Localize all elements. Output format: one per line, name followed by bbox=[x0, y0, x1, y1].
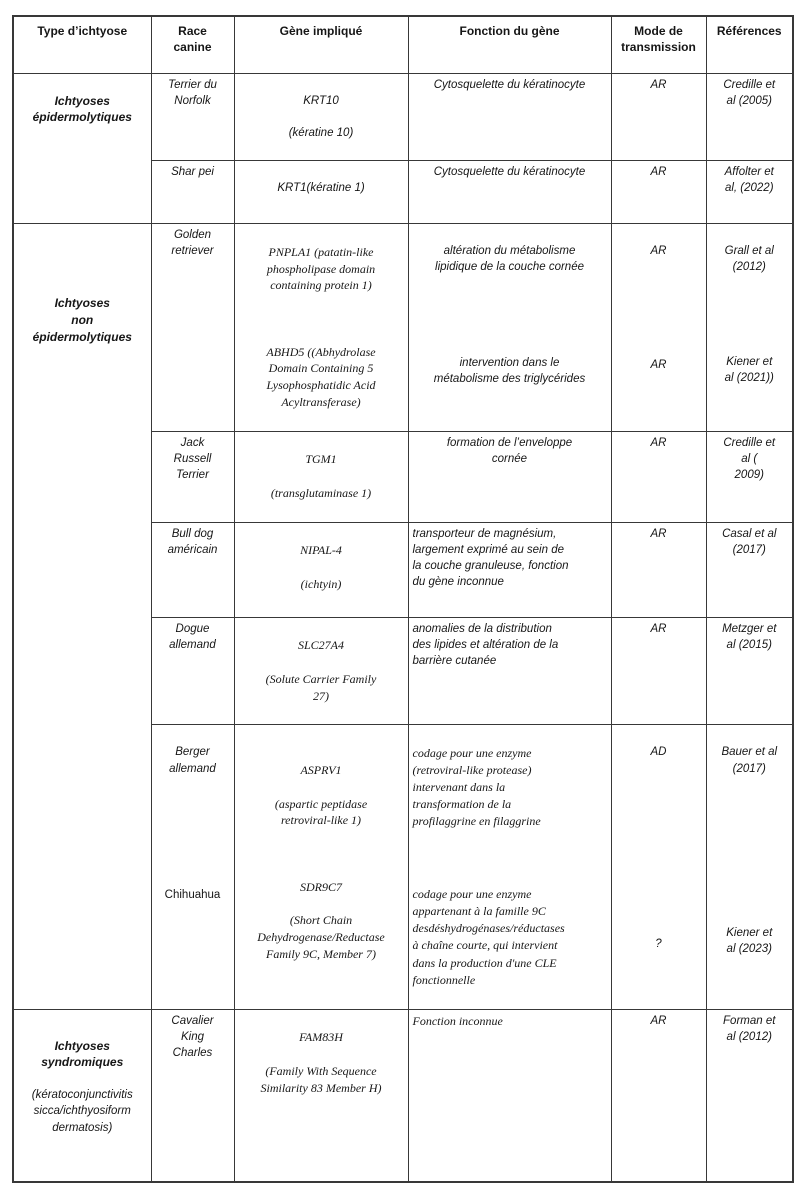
table-row-cavalier: Ichtyoses syndromiques (kératoconjunctiv… bbox=[12, 1008, 794, 1183]
ref-pnpla1: Grall et al (2012) bbox=[724, 245, 774, 274]
ref-cell: Affolter et al, (2022) bbox=[705, 159, 794, 224]
function-cell: Cytosquelette du kératinocyte bbox=[407, 159, 612, 224]
ref-berger: Bauer et al (2017) bbox=[721, 746, 778, 775]
gene-cell: FAM83H (Family With Sequence Similarity … bbox=[233, 1008, 409, 1183]
gene-name: TGM1 bbox=[305, 452, 337, 467]
mode-chihuahua: ? bbox=[655, 937, 662, 950]
gene-cell: ASPRV1 (aspartic peptidase retroviral-li… bbox=[233, 724, 409, 1010]
function-cell: altération du métabolisme lipidique de l… bbox=[407, 222, 612, 432]
function-cell: Cytosquelette du kératinocyte bbox=[407, 72, 612, 161]
mode-cell: AR bbox=[610, 430, 707, 523]
section-cell-non-epidermolytic: Ichtyoses non épidermolytiques bbox=[12, 222, 152, 1010]
header-row: Type d’ichtyose Race canine Gène impliqu… bbox=[12, 15, 794, 74]
section-cell-epidermolytic: Ichtyoses épidermolytiques bbox=[12, 72, 152, 224]
race-cell: Bull dog américain bbox=[150, 521, 235, 618]
ichthyosis-genetics-table: Type d’ichtyose Race canine Gène impliqu… bbox=[12, 15, 794, 1183]
function-cell: anomalies de la distribution des lipides… bbox=[407, 616, 612, 726]
gene-name: ASPRV1 bbox=[300, 762, 342, 777]
header-function: Fonction du gène bbox=[407, 15, 612, 74]
race-cell: Dogue allemand bbox=[150, 616, 235, 726]
race-cell: Berger allemand Chihuahua bbox=[150, 724, 235, 1010]
function-cell: formation de l’enveloppe cornée bbox=[407, 430, 612, 523]
race-cell: Jack Russell Terrier bbox=[150, 430, 235, 523]
header-race: Race canine bbox=[150, 15, 235, 74]
function-cell: transporteur de magnésium, largement exp… bbox=[407, 521, 612, 618]
gene-cell: SLC27A4 (Solute Carrier Family 27) bbox=[233, 616, 409, 726]
section-label: Ichtyoses non épidermolytiques bbox=[32, 296, 132, 344]
ref-chihuahua: Kiener et al (2023) bbox=[726, 926, 773, 955]
gene-name: NIPAL-4 bbox=[300, 543, 342, 558]
function-pnpla1: altération du métabolisme lipidique de l… bbox=[435, 245, 584, 274]
mode-cell: AR bbox=[610, 616, 707, 726]
gene-desc: (kératine 10) bbox=[288, 126, 354, 139]
gene-name-abhd5: ABHD5 ((Abhydrolase Domain Containing 5 … bbox=[266, 344, 376, 409]
gene-cell: KRT10 (kératine 10) bbox=[233, 72, 409, 161]
gene-asprv1: ASPRV1 (aspartic peptidase retroviral-li… bbox=[239, 745, 404, 845]
section-sublabel: (kératoconjunctivitis sicca/ichthyosifor… bbox=[31, 1089, 133, 1134]
gene-desc: (aspartic peptidase retroviral-like 1) bbox=[274, 796, 368, 828]
gene-cell: KRT1(kératine 1) bbox=[233, 159, 409, 224]
gene-cell: PNPLA1 (patatin-like phospholipase domai… bbox=[233, 222, 409, 432]
ref-cell: Metzger et al (2015) bbox=[705, 616, 794, 726]
function-cell: Fonction inconnue bbox=[407, 1008, 612, 1183]
race-berger: Berger allemand bbox=[169, 746, 216, 775]
ref-cell: Credille et al ( 2009) bbox=[705, 430, 794, 523]
ref-cell: Grall et al (2012) Kiener et al (2021)) bbox=[705, 222, 794, 432]
gene-name: KRT1(kératine 1) bbox=[277, 182, 365, 195]
gene-desc: (ichtyin) bbox=[300, 576, 342, 591]
gene-cell: TGM1 (transglutaminase 1) bbox=[233, 430, 409, 523]
ref-cell: Bauer et al (2017) Kiener et al (2023) bbox=[705, 724, 794, 1010]
header-gene: Gène impliqué bbox=[233, 15, 409, 74]
section-label: Ichtyoses syndromiques bbox=[41, 1038, 124, 1070]
function-cell: codage pour une enzyme (retroviral-like … bbox=[407, 724, 612, 1010]
ref-cell: Credille et al (2005) bbox=[705, 72, 794, 161]
table-row-sharpei: Shar pei KRT1(kératine 1) Cytosquelette … bbox=[13, 159, 794, 224]
mode-cell: AR bbox=[610, 521, 707, 618]
section-cell-syndromic: Ichtyoses syndromiques (kératoconjunctiv… bbox=[12, 1008, 152, 1183]
ref-cell: Casal et al (2017) bbox=[705, 521, 794, 618]
gene-name: SLC27A4 bbox=[297, 638, 344, 653]
gene-sdr9c7: SDR9C7 (Short Chain Dehydrogenase/Reduct… bbox=[239, 862, 404, 980]
gene-desc: (Short Chain Dehydrogenase/Reductase Fam… bbox=[257, 913, 385, 961]
race-cell: Shar pei bbox=[150, 159, 235, 224]
gene-name-pnpla1: PNPLA1 (patatin-like phospholipase domai… bbox=[266, 244, 376, 293]
section-label: Ichtyoses épidermolytiques bbox=[32, 93, 132, 125]
mode-cell: AR bbox=[610, 1008, 707, 1183]
table-row-norfolk: Ichtyoses épidermolytiques Terrier du No… bbox=[12, 72, 794, 224]
gene-name: KRT10 bbox=[303, 94, 339, 107]
header-type: Type d’ichtyose bbox=[12, 15, 152, 74]
function-berger: codage pour une enzyme (retroviral-like … bbox=[412, 746, 541, 829]
header-refs: Références bbox=[705, 15, 794, 74]
gene-cell: NIPAL-4 (ichtyin) bbox=[233, 521, 409, 618]
table-row-dogue: Dogue allemand SLC27A4 (Solute Carrier F… bbox=[13, 616, 794, 726]
header-mode: Mode de transmission bbox=[610, 15, 707, 74]
mode-pnpla1: AR bbox=[650, 245, 667, 258]
table-row-golden: Ichtyoses non épidermolytiques Golden re… bbox=[12, 222, 794, 1010]
mode-cell: AD ? bbox=[610, 724, 707, 1010]
race-cell: Terrier du Norfolk bbox=[150, 72, 235, 161]
table-row-berger-chihuahua: Berger allemand Chihuahua ASPRV1 (aspart… bbox=[13, 724, 794, 1010]
ref-cell: Forman et al (2012) bbox=[705, 1008, 794, 1183]
table-row-jack-russell: Jack Russell Terrier TGM1 (transglutamin… bbox=[13, 430, 794, 523]
ref-abhd5: Kiener et al (2021)) bbox=[724, 356, 774, 385]
ichthyosis-table-container: Type d’ichtyose Race canine Gène impliqu… bbox=[12, 15, 794, 1183]
gene-desc: (Family With Sequence Similarity 83 Memb… bbox=[260, 1063, 382, 1095]
gene-name: SDR9C7 bbox=[300, 879, 342, 894]
mode-berger: AD bbox=[650, 746, 667, 759]
race-cell: Golden retriever bbox=[150, 222, 235, 432]
mode-cell: AR AR bbox=[610, 222, 707, 432]
function-chihuahua: codage pour une enzyme appartenant à la … bbox=[412, 887, 565, 987]
mode-abhd5: AR bbox=[650, 359, 667, 372]
function-abhd5: intervention dans le métabolisme des tri… bbox=[433, 357, 586, 386]
race-chihuahua: Chihuahua bbox=[164, 888, 221, 901]
mode-cell: AR bbox=[610, 72, 707, 161]
mode-cell: AR bbox=[610, 159, 707, 224]
table-row-bulldog: Bull dog américain NIPAL-4 (ichtyin) tra… bbox=[13, 521, 794, 618]
race-cell: Cavalier King Charles bbox=[150, 1008, 235, 1183]
gene-desc: (Solute Carrier Family 27) bbox=[265, 671, 377, 703]
gene-desc: (transglutaminase 1) bbox=[270, 485, 372, 500]
